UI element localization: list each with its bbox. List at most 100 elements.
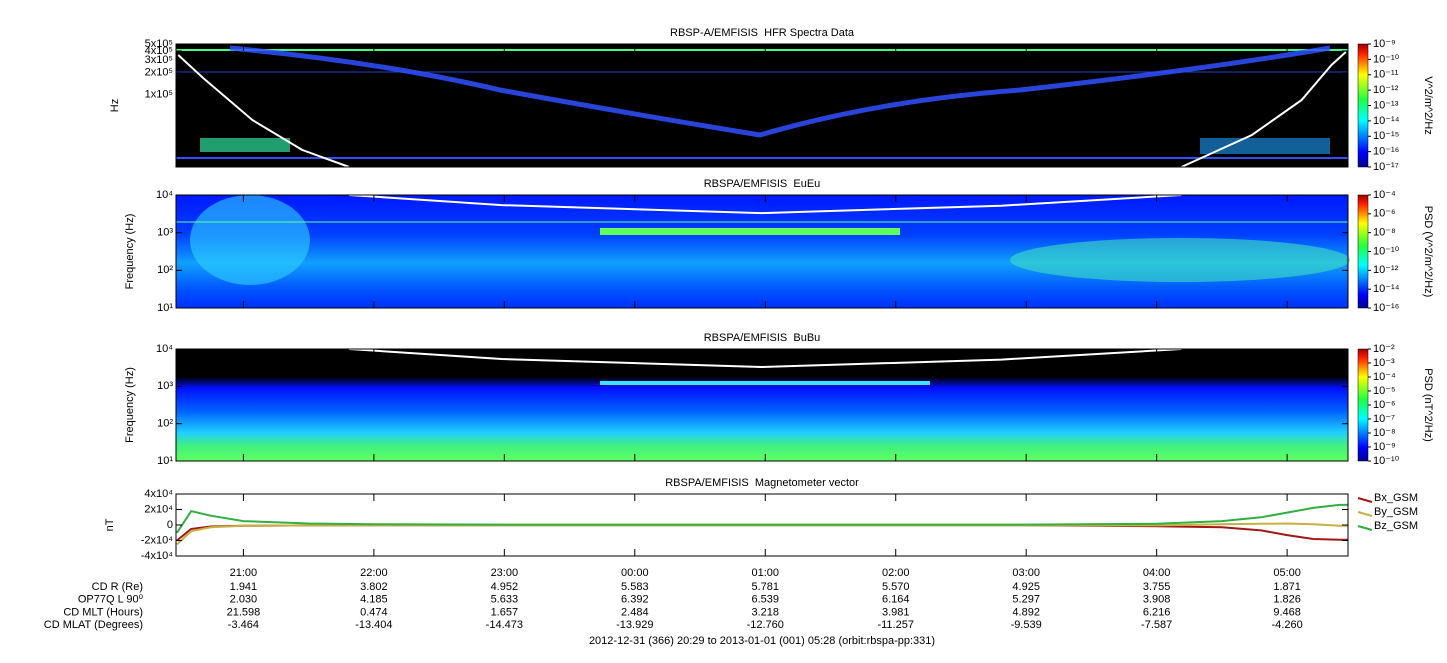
ephemeris-value: 4.925 bbox=[1012, 581, 1040, 593]
colorbar-label: PSD (nT^2/Hz) bbox=[1422, 368, 1434, 442]
colorbar-tick-label: 10⁻¹⁴ bbox=[1373, 115, 1400, 127]
ephemeris-label: CD MLT (Hours) bbox=[63, 606, 143, 618]
legend-swatch bbox=[1357, 497, 1373, 503]
x-tick-label: 22:00 bbox=[360, 567, 388, 579]
legend-label: Bz_GSM bbox=[1374, 520, 1418, 532]
footer: 2012-12-31 (366) 20:29 to 2013-01-01 (00… bbox=[589, 635, 935, 647]
ephemeris-value: -11.257 bbox=[877, 619, 914, 631]
ephemeris-value: -9.539 bbox=[1011, 619, 1042, 631]
ephemeris-value: 4.185 bbox=[360, 594, 388, 606]
series-line bbox=[176, 503, 1349, 534]
y-tick-label: 1x10⁵ bbox=[145, 89, 173, 101]
ephemeris-value: 5.297 bbox=[1012, 594, 1040, 606]
ephemeris-value: 3.755 bbox=[1143, 581, 1171, 593]
ephemeris-value: 1.941 bbox=[230, 581, 258, 593]
y-tick-label: 10² bbox=[157, 418, 173, 430]
legend-label: Bx_GSM bbox=[1374, 492, 1418, 504]
x-tick-label: 05:00 bbox=[1273, 567, 1301, 579]
ephemeris-value: -13.929 bbox=[616, 619, 653, 631]
series-line bbox=[177, 51, 1347, 168]
y-tick-label: 5x10⁵ bbox=[145, 38, 173, 50]
y-tick-label: 4x10⁴ bbox=[144, 488, 173, 500]
y-tick-label: 10¹ bbox=[157, 302, 173, 314]
ephemeris-value: -12.760 bbox=[747, 619, 784, 631]
series-line bbox=[176, 524, 1349, 542]
colorbar-tick-label: 10⁻¹⁰ bbox=[1373, 53, 1400, 65]
colorbar-tick-label: 10⁻⁶ bbox=[1373, 399, 1396, 411]
spectrogram-image bbox=[176, 44, 1350, 461]
ephemeris-value: 3.218 bbox=[751, 606, 779, 618]
ephemeris-value: 3.908 bbox=[1143, 594, 1171, 606]
y-tick-label: -4x10⁴ bbox=[141, 550, 174, 562]
y-tick-label: 4x10⁵ bbox=[145, 45, 173, 57]
colorbar bbox=[1357, 43, 1369, 168]
legend-swatch bbox=[1357, 525, 1373, 531]
ephemeris-label: CD MLAT (Degrees) bbox=[44, 619, 143, 631]
colorbar-tick-label: 10⁻⁴ bbox=[1373, 371, 1396, 383]
colorbar-tick-label: 10⁻² bbox=[1373, 343, 1395, 355]
ephemeris-value: 2.484 bbox=[621, 606, 649, 618]
colorbar-tick-label: 10⁻¹⁷ bbox=[1373, 161, 1399, 173]
y-tick-label: 2x10⁵ bbox=[145, 67, 173, 79]
colorbar-tick-label: 10⁻⁹ bbox=[1373, 38, 1396, 50]
x-tick-label: 23:00 bbox=[491, 567, 519, 579]
ephemeris-value: 6.164 bbox=[882, 594, 910, 606]
colorbar-tick-label: 10⁻⁹ bbox=[1373, 441, 1396, 453]
y-tick-label: -2x10⁴ bbox=[141, 534, 174, 546]
plot-frame bbox=[175, 43, 1349, 168]
ephemeris-value: 5.570 bbox=[882, 581, 910, 593]
x-tick-label: 04:00 bbox=[1143, 567, 1171, 579]
ephemeris-value: 21.598 bbox=[227, 606, 261, 618]
ephemeris-value: 1.657 bbox=[491, 606, 519, 618]
colorbar-tick-label: 10⁻⁸ bbox=[1373, 227, 1396, 239]
x-tick-label: 03:00 bbox=[1012, 567, 1040, 579]
colorbar-tick-label: 10⁻⁷ bbox=[1373, 413, 1395, 425]
colorbar-tick-label: 10⁻¹⁰ bbox=[1373, 455, 1400, 467]
colorbar-tick-label: 10⁻¹⁶ bbox=[1373, 146, 1399, 158]
y-tick-label: 10² bbox=[157, 264, 173, 276]
legend-swatch bbox=[1357, 511, 1373, 517]
ephemeris-value: 9.468 bbox=[1273, 606, 1301, 618]
plot-frame bbox=[175, 348, 1349, 462]
y-axis-label: Frequency (Hz) bbox=[124, 367, 136, 443]
colorbar-tick-label: 10⁻¹³ bbox=[1373, 99, 1399, 111]
y-tick-label: 10⁴ bbox=[156, 189, 173, 201]
ephemeris-value: 6.539 bbox=[751, 594, 779, 606]
ephemeris-value: 3.802 bbox=[360, 581, 388, 593]
ephemeris-value: 6.392 bbox=[621, 594, 649, 606]
ephemeris-value: 2.030 bbox=[230, 594, 258, 606]
y-axis-label: Frequency (Hz) bbox=[124, 214, 136, 290]
x-tick-label: 00:00 bbox=[621, 567, 649, 579]
ephemeris-value: 4.892 bbox=[1012, 606, 1040, 618]
colorbar bbox=[1357, 348, 1369, 462]
y-tick-label: 10⁴ bbox=[156, 343, 173, 355]
ephemeris-value: -13.404 bbox=[355, 619, 392, 631]
series-line bbox=[349, 348, 1182, 369]
ephemeris-label: CD R (Re) bbox=[92, 581, 143, 593]
ephemeris-value: -14.473 bbox=[486, 619, 523, 631]
colorbar-tick-label: 10⁻¹² bbox=[1373, 264, 1399, 276]
ephemeris-value: 5.583 bbox=[621, 581, 649, 593]
y-tick-label: 10³ bbox=[157, 227, 173, 239]
ephemeris-label: OP77Q L 90⁰ bbox=[78, 594, 144, 606]
ephemeris-value: 5.781 bbox=[751, 581, 779, 593]
ephemeris-value: 3.981 bbox=[882, 606, 910, 618]
colorbar-label: PSD (V^2/m^2/Hz) bbox=[1422, 206, 1434, 298]
y-tick-label: 10¹ bbox=[157, 455, 173, 467]
colorbar-tick-label: 10⁻³ bbox=[1373, 357, 1395, 369]
ephemeris-value: 1.871 bbox=[1273, 581, 1301, 593]
plot-frame bbox=[175, 194, 1349, 309]
colorbar-tick-label: 10⁻¹⁵ bbox=[1373, 130, 1399, 142]
ephemeris-value: 0.474 bbox=[360, 606, 388, 618]
series-line bbox=[349, 194, 1182, 215]
ephemeris-value: -7.587 bbox=[1141, 619, 1172, 631]
colorbar-tick-label: 10⁻⁸ bbox=[1373, 427, 1396, 439]
y-tick-label: 10³ bbox=[157, 380, 173, 392]
ephemeris-value: 4.952 bbox=[491, 581, 519, 593]
colorbar-tick-label: 10⁻⁶ bbox=[1373, 208, 1396, 220]
panel-title: RBSPA/EMFISIS BuBu bbox=[704, 332, 821, 344]
ephemeris-value: -3.464 bbox=[228, 619, 259, 631]
y-tick-label: 2x10⁴ bbox=[144, 503, 173, 515]
y-tick-label: 0 bbox=[167, 519, 173, 531]
